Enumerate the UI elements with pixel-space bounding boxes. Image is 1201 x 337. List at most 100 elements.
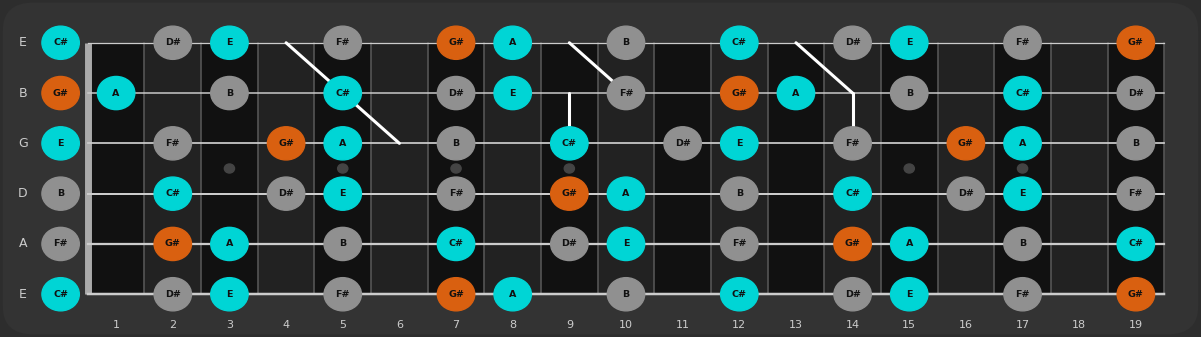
Circle shape <box>1117 127 1154 160</box>
Bar <box>1051 43 1107 294</box>
Circle shape <box>721 76 758 110</box>
Circle shape <box>904 164 914 173</box>
Circle shape <box>494 76 531 110</box>
Circle shape <box>1117 26 1154 59</box>
Text: F#: F# <box>846 139 860 148</box>
Text: 4: 4 <box>282 320 289 331</box>
Bar <box>598 43 655 294</box>
Circle shape <box>721 26 758 59</box>
Circle shape <box>324 177 362 210</box>
Circle shape <box>437 26 474 59</box>
Text: E: E <box>340 189 346 198</box>
Circle shape <box>154 26 191 59</box>
Circle shape <box>948 177 985 210</box>
Circle shape <box>437 278 474 311</box>
Bar <box>484 43 540 294</box>
Circle shape <box>337 164 348 173</box>
Text: A: A <box>1018 139 1026 148</box>
Circle shape <box>721 227 758 261</box>
Text: 19: 19 <box>1129 320 1143 331</box>
Circle shape <box>948 127 985 160</box>
Bar <box>428 43 484 294</box>
Circle shape <box>437 76 474 110</box>
Text: B: B <box>1018 240 1026 248</box>
Circle shape <box>225 164 234 173</box>
Bar <box>655 43 711 294</box>
Text: F#: F# <box>449 189 464 198</box>
Text: B: B <box>453 139 460 148</box>
Circle shape <box>833 26 871 59</box>
Circle shape <box>777 76 814 110</box>
Circle shape <box>154 227 191 261</box>
Text: A: A <box>226 240 233 248</box>
Text: F#: F# <box>166 139 180 148</box>
Circle shape <box>450 164 461 173</box>
Text: A: A <box>622 189 629 198</box>
Circle shape <box>210 76 249 110</box>
Circle shape <box>608 76 645 110</box>
Text: D: D <box>18 187 28 200</box>
Text: 11: 11 <box>676 320 689 331</box>
Text: D#: D# <box>165 290 180 299</box>
Text: A: A <box>509 290 516 299</box>
Circle shape <box>1117 278 1154 311</box>
Text: E: E <box>1020 189 1026 198</box>
Circle shape <box>97 76 135 110</box>
Circle shape <box>833 227 871 261</box>
Text: C#: C# <box>166 189 180 198</box>
Text: G#: G# <box>53 89 68 97</box>
Circle shape <box>154 177 191 210</box>
Circle shape <box>154 278 191 311</box>
Text: G#: G# <box>958 139 974 148</box>
Text: C#: C# <box>731 290 747 299</box>
Text: 16: 16 <box>958 320 973 331</box>
Text: D#: D# <box>561 240 578 248</box>
Text: F#: F# <box>619 89 633 97</box>
Circle shape <box>734 194 745 203</box>
Circle shape <box>1017 164 1028 173</box>
Text: B: B <box>339 240 346 248</box>
Circle shape <box>494 26 531 59</box>
Bar <box>711 43 767 294</box>
Text: G#: G# <box>1128 290 1143 299</box>
Text: D#: D# <box>844 38 861 47</box>
Circle shape <box>324 127 362 160</box>
Text: 18: 18 <box>1072 320 1086 331</box>
Text: 17: 17 <box>1016 320 1029 331</box>
Circle shape <box>608 227 645 261</box>
Text: 9: 9 <box>566 320 573 331</box>
Circle shape <box>833 177 871 210</box>
Circle shape <box>42 227 79 261</box>
Bar <box>540 43 598 294</box>
Bar <box>880 43 938 294</box>
Text: 5: 5 <box>339 320 346 331</box>
Circle shape <box>734 134 745 143</box>
Circle shape <box>721 278 758 311</box>
Bar <box>201 43 258 294</box>
Text: E: E <box>906 38 913 47</box>
Circle shape <box>1117 76 1154 110</box>
Text: 12: 12 <box>733 320 746 331</box>
Bar <box>371 43 428 294</box>
Text: E: E <box>226 290 233 299</box>
Text: 2: 2 <box>169 320 177 331</box>
Text: 13: 13 <box>789 320 803 331</box>
Text: E: E <box>736 139 742 148</box>
Text: A: A <box>906 240 913 248</box>
Circle shape <box>210 278 249 311</box>
Bar <box>824 43 880 294</box>
Circle shape <box>891 26 928 59</box>
Text: G#: G# <box>279 139 294 148</box>
Text: G#: G# <box>1128 38 1143 47</box>
Text: D#: D# <box>675 139 691 148</box>
Text: C#: C# <box>562 139 576 148</box>
Text: G: G <box>18 137 28 150</box>
Text: C#: C# <box>335 89 351 97</box>
Circle shape <box>437 177 474 210</box>
Bar <box>144 43 201 294</box>
Text: F#: F# <box>1015 290 1029 299</box>
Circle shape <box>42 278 79 311</box>
Circle shape <box>550 177 588 210</box>
Circle shape <box>721 177 758 210</box>
Bar <box>88 43 144 294</box>
